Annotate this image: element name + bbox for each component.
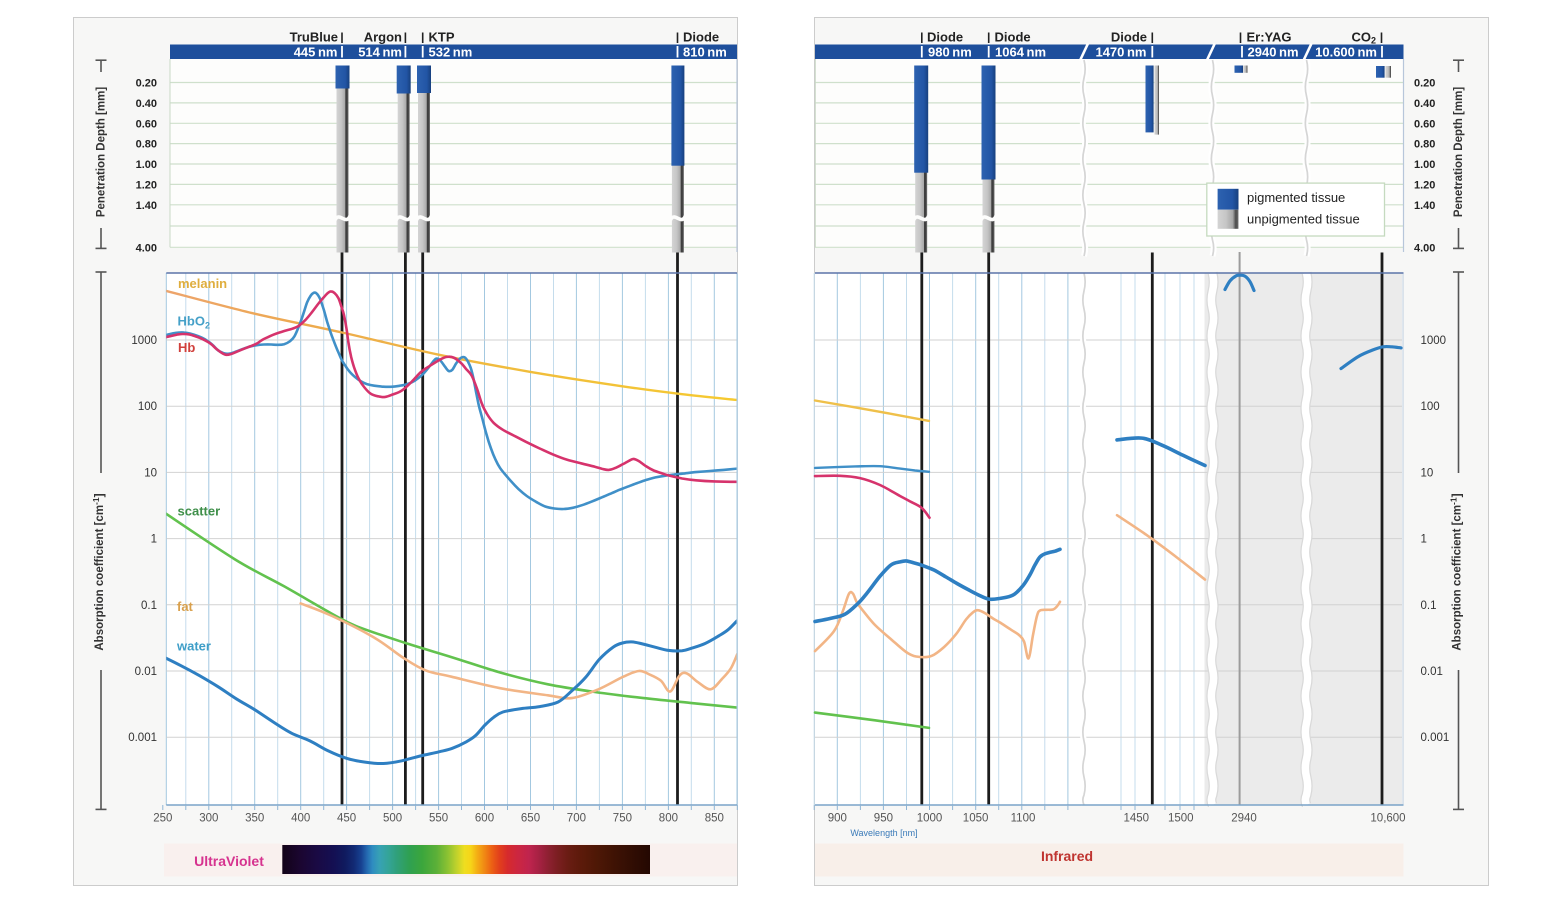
- svg-text:Hb: Hb: [178, 340, 195, 355]
- svg-text:4.00: 4.00: [1414, 242, 1435, 254]
- svg-text:10: 10: [1421, 467, 1434, 479]
- svg-text:1.00: 1.00: [136, 159, 157, 171]
- svg-text:700: 700: [567, 813, 586, 825]
- svg-text:350: 350: [245, 813, 264, 825]
- svg-text:0.01: 0.01: [1421, 666, 1443, 678]
- svg-text:0.40: 0.40: [1414, 98, 1435, 110]
- svg-text:water: water: [176, 639, 211, 654]
- svg-text:1.40: 1.40: [1414, 200, 1435, 212]
- svg-text:4.00: 4.00: [136, 242, 157, 254]
- svg-text:0.80: 0.80: [136, 139, 157, 151]
- svg-text:100: 100: [138, 401, 157, 413]
- svg-text:Penetration Depth [mm]: Penetration Depth [mm]: [96, 87, 108, 218]
- svg-text:1050: 1050: [963, 813, 989, 825]
- svg-text:445 nm: 445 nm: [294, 45, 338, 60]
- svg-text:10.600 nm: 10.600 nm: [1315, 45, 1377, 60]
- svg-text:Infrared: Infrared: [1041, 848, 1093, 864]
- svg-text:1450: 1450: [1124, 813, 1150, 825]
- svg-text:0.80: 0.80: [1414, 139, 1435, 151]
- svg-text:1470 nm: 1470 nm: [1095, 45, 1146, 60]
- svg-text:1100: 1100: [1011, 813, 1036, 825]
- svg-text:unpigmented tissue: unpigmented tissue: [1247, 212, 1360, 227]
- svg-text:Er:YAG: Er:YAG: [1247, 30, 1292, 45]
- svg-text:250: 250: [153, 813, 172, 825]
- svg-text:1500: 1500: [1168, 813, 1194, 825]
- svg-text:1: 1: [151, 534, 157, 546]
- svg-text:1.00: 1.00: [1414, 159, 1435, 171]
- svg-text:Penetration Depth [mm]: Penetration Depth [mm]: [1453, 87, 1465, 218]
- svg-text:HbO2: HbO2: [178, 314, 210, 331]
- svg-text:0.01: 0.01: [135, 666, 157, 678]
- svg-text:0.001: 0.001: [128, 732, 157, 744]
- svg-text:1000: 1000: [917, 813, 943, 825]
- svg-text:1000: 1000: [131, 335, 157, 347]
- svg-text:100: 100: [1421, 401, 1440, 413]
- svg-text:UltraViolet: UltraViolet: [194, 853, 264, 869]
- svg-text:Wavelength [nm]: Wavelength [nm]: [850, 828, 917, 838]
- svg-text:0.60: 0.60: [136, 118, 157, 130]
- svg-text:1: 1: [1421, 534, 1427, 546]
- svg-text:TruBlue: TruBlue: [290, 30, 338, 45]
- svg-text:CO2: CO2: [1351, 30, 1376, 46]
- svg-text:1064 nm: 1064 nm: [995, 45, 1046, 60]
- svg-text:980 nm: 980 nm: [928, 45, 972, 60]
- svg-text:550: 550: [429, 813, 448, 825]
- svg-text:800: 800: [659, 813, 678, 825]
- svg-text:scatter: scatter: [178, 504, 221, 519]
- svg-text:532 nm: 532 nm: [429, 45, 473, 60]
- svg-text:Diode: Diode: [995, 30, 1031, 45]
- svg-text:300: 300: [199, 813, 218, 825]
- svg-text:Diode: Diode: [683, 30, 719, 45]
- svg-text:0.20: 0.20: [136, 78, 157, 90]
- svg-text:400: 400: [291, 813, 310, 825]
- svg-text:950: 950: [874, 813, 893, 825]
- svg-text:0.20: 0.20: [1414, 78, 1435, 90]
- svg-text:Absorption coefficient [cm-1]: Absorption coefficient [cm-1]: [1449, 493, 1464, 650]
- svg-text:1.40: 1.40: [136, 200, 157, 212]
- svg-text:0.1: 0.1: [1421, 600, 1437, 612]
- svg-text:600: 600: [475, 813, 494, 825]
- svg-text:fat: fat: [177, 599, 194, 614]
- svg-text:0.1: 0.1: [141, 600, 157, 612]
- svg-text:750: 750: [613, 813, 632, 825]
- svg-text:Diode: Diode: [1111, 30, 1147, 45]
- svg-text:0.40: 0.40: [136, 98, 157, 110]
- svg-text:KTP: KTP: [429, 30, 455, 45]
- svg-text:2940: 2940: [1231, 813, 1257, 825]
- svg-text:10: 10: [144, 467, 157, 479]
- svg-text:1.20: 1.20: [136, 179, 157, 191]
- svg-text:melanin: melanin: [178, 276, 227, 291]
- svg-text:1000: 1000: [1421, 335, 1447, 347]
- svg-text:10,600: 10,600: [1370, 813, 1405, 825]
- svg-text:514 nm: 514 nm: [358, 45, 402, 60]
- svg-text:650: 650: [521, 813, 540, 825]
- svg-text:500: 500: [383, 813, 402, 825]
- svg-text:Argon: Argon: [364, 30, 402, 45]
- svg-text:Diode: Diode: [927, 30, 963, 45]
- svg-text:810 nm: 810 nm: [683, 45, 727, 60]
- svg-text:2940 nm: 2940 nm: [1248, 45, 1299, 60]
- svg-text:1.20: 1.20: [1414, 179, 1435, 191]
- svg-text:850: 850: [705, 813, 724, 825]
- svg-text:Absorption coefficient [cm-1]: Absorption coefficient [cm-1]: [91, 493, 106, 650]
- svg-text:900: 900: [828, 813, 847, 825]
- svg-text:0.001: 0.001: [1421, 732, 1450, 744]
- svg-text:pigmented tissue: pigmented tissue: [1247, 190, 1345, 205]
- svg-text:450: 450: [337, 813, 356, 825]
- svg-text:0.60: 0.60: [1414, 118, 1435, 130]
